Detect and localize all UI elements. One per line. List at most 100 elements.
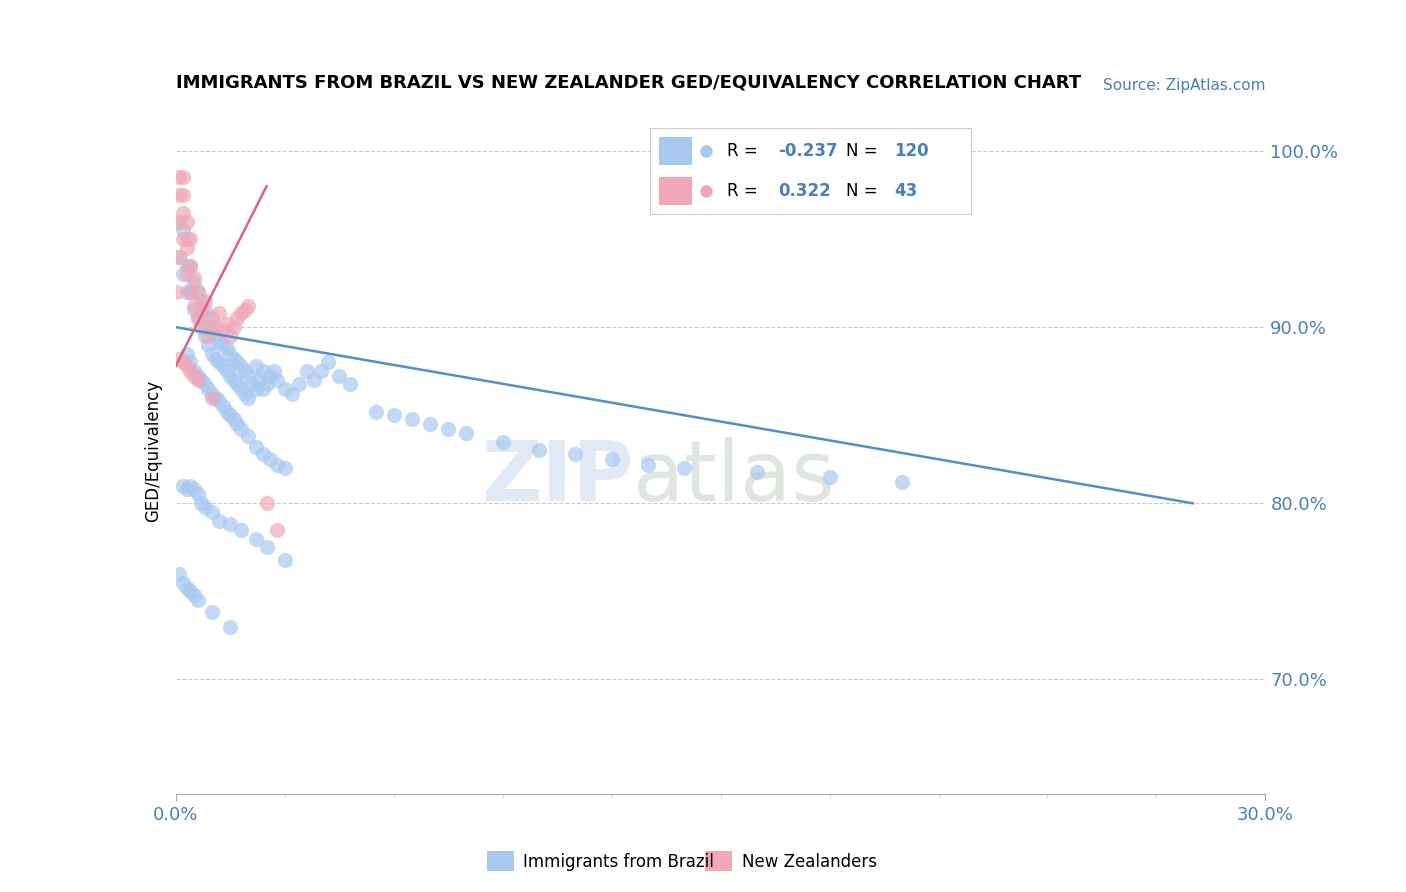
Point [186, 285, 209, 299]
Point [527, 443, 550, 458]
Text: Immigrants from Brazil: Immigrants from Brazil [523, 853, 714, 871]
Point [212, 324, 235, 338]
Point [252, 382, 274, 396]
Point [226, 376, 249, 391]
Point [274, 552, 297, 566]
Point [183, 369, 205, 384]
Point [281, 387, 304, 401]
Point [172, 232, 194, 246]
Point [245, 532, 267, 546]
Point [745, 465, 768, 479]
Point [194, 302, 217, 317]
Text: 0.322: 0.322 [779, 182, 831, 200]
Point [231, 359, 253, 373]
Point [183, 302, 205, 317]
Text: IMMIGRANTS FROM BRAZIL VS NEW ZEALANDER GED/EQUIVALENCY CORRELATION CHART: IMMIGRANTS FROM BRAZIL VS NEW ZEALANDER … [176, 74, 1081, 92]
Point [179, 478, 201, 492]
Point [382, 409, 405, 423]
Point [256, 496, 278, 510]
Point [419, 417, 441, 431]
Text: 43: 43 [894, 182, 917, 200]
Point [637, 458, 659, 472]
Point [204, 320, 226, 334]
Point [364, 405, 387, 419]
Point [190, 320, 212, 334]
Point [259, 452, 281, 467]
Point [190, 302, 212, 317]
Point [169, 250, 191, 264]
Point [179, 259, 201, 273]
Point [222, 320, 245, 334]
Point [183, 588, 205, 602]
Point [215, 364, 238, 378]
Point [222, 411, 245, 425]
Point [194, 293, 217, 308]
Point [172, 268, 194, 282]
Point [274, 461, 297, 475]
Point [176, 232, 198, 246]
Point [212, 400, 235, 414]
Point [891, 475, 914, 490]
Point [172, 205, 194, 219]
Text: N =: N = [846, 182, 877, 200]
Point [183, 299, 205, 313]
Point [197, 329, 219, 343]
Point [673, 461, 696, 475]
Point [194, 329, 217, 343]
Point [172, 355, 194, 369]
Point [208, 514, 231, 528]
Point [186, 311, 209, 326]
Point [219, 409, 242, 423]
Point [339, 376, 361, 391]
Point [208, 306, 231, 320]
Point [256, 541, 278, 555]
Point [309, 364, 332, 378]
Text: ZIP: ZIP [481, 437, 633, 518]
Point [226, 355, 249, 369]
Point [194, 500, 217, 514]
Point [238, 429, 260, 443]
Point [179, 584, 201, 599]
Point [208, 355, 231, 369]
Point [212, 359, 235, 373]
Point [201, 387, 224, 401]
Point [197, 382, 219, 396]
Point [204, 329, 226, 343]
Point [259, 369, 281, 384]
Point [172, 223, 194, 237]
Point [186, 373, 209, 387]
Point [256, 376, 278, 391]
Point [219, 517, 242, 532]
Point [183, 271, 205, 285]
Point [318, 355, 340, 369]
Point [186, 593, 209, 607]
Point [186, 369, 209, 384]
Point [238, 391, 260, 405]
Point [186, 285, 209, 299]
Point [204, 351, 226, 366]
Point [179, 259, 201, 273]
Point [169, 250, 191, 264]
Point [176, 359, 198, 373]
Point [274, 382, 297, 396]
Point [176, 581, 198, 595]
Point [176, 268, 198, 282]
Point [172, 478, 194, 492]
Point [240, 376, 263, 391]
Point [169, 170, 191, 185]
Point [208, 334, 231, 349]
Point [231, 382, 253, 396]
Text: New Zealanders: New Zealanders [742, 853, 877, 871]
Point [169, 351, 191, 366]
Point [179, 285, 201, 299]
Point [219, 346, 242, 360]
Text: -0.237: -0.237 [779, 142, 838, 160]
Point [194, 320, 217, 334]
Text: N =: N = [846, 142, 877, 160]
Point [226, 311, 249, 326]
Point [252, 447, 274, 461]
Text: 120: 120 [894, 142, 929, 160]
Point [222, 351, 245, 366]
Point [186, 487, 209, 501]
FancyBboxPatch shape [486, 851, 515, 871]
